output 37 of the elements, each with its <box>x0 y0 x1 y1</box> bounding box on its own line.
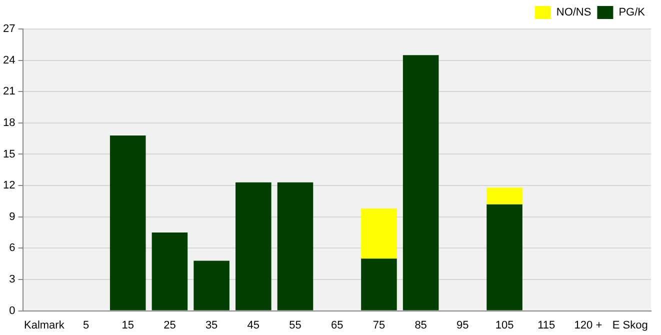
x-tick-label: 65 <box>330 319 344 332</box>
bar <box>402 55 439 310</box>
y-tick-label: 24 <box>2 54 16 66</box>
x-tick-label: 35 <box>205 319 218 332</box>
y-tick-label: 15 <box>2 148 16 160</box>
legend-label: NO/NS <box>556 6 592 19</box>
x-tick-label: 85 <box>414 319 427 332</box>
x-tick-label: Kalmark <box>24 319 65 332</box>
x-tick-label: 45 <box>247 319 260 332</box>
y-tick-label: 27 <box>2 23 16 36</box>
bar <box>152 232 188 310</box>
y-tick-label: 6 <box>9 242 16 254</box>
x-tick-label: 115 <box>538 319 556 332</box>
bar <box>361 208 397 259</box>
x-tick-label: 15 <box>122 319 134 332</box>
bar <box>110 135 146 310</box>
x-tick-label: 105 <box>495 319 514 332</box>
bar <box>361 258 397 310</box>
legend-label: PG/K <box>618 6 646 19</box>
bar <box>194 260 230 310</box>
x-tick-label: 5 <box>82 319 90 332</box>
y-tick-label: 9 <box>9 210 16 223</box>
bar <box>277 182 314 310</box>
x-tick-label: 95 <box>456 319 469 332</box>
x-tick-label: 55 <box>289 319 302 332</box>
x-tick-label: 25 <box>164 319 176 332</box>
y-tick-label: 21 <box>2 86 16 98</box>
bar <box>486 204 522 310</box>
x-tick-label: 120 + <box>574 319 602 332</box>
x-tick-label: 75 <box>372 319 386 332</box>
x-tick-label: E Skog <box>612 319 648 332</box>
y-tick-label: 18 <box>2 116 16 129</box>
y-tick-label: 12 <box>2 180 16 192</box>
y-tick-label: 0 <box>9 304 16 317</box>
bar <box>236 182 272 310</box>
bar <box>486 188 522 204</box>
y-tick-label: 3 <box>9 274 16 286</box>
